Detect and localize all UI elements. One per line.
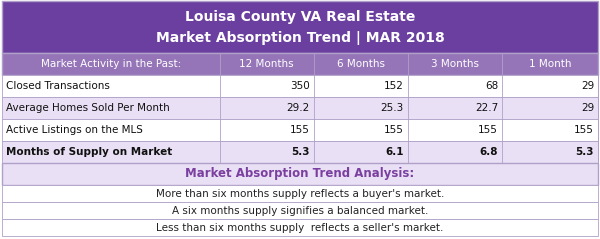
Text: 3 Months: 3 Months	[431, 59, 479, 69]
Text: 155: 155	[478, 125, 498, 135]
Text: 6 Months: 6 Months	[337, 59, 385, 69]
Text: 155: 155	[574, 125, 594, 135]
Bar	[2, 141, 598, 163]
Bar	[2, 185, 598, 202]
Bar	[2, 219, 598, 236]
Text: Less than six months supply  reflects a seller's market.: Less than six months supply reflects a s…	[157, 223, 443, 233]
Text: 155: 155	[290, 125, 310, 135]
Text: Louisa County VA Real Estate: Louisa County VA Real Estate	[185, 10, 415, 24]
Text: 29: 29	[581, 103, 594, 113]
Text: 350: 350	[290, 81, 310, 91]
Text: 29.2: 29.2	[286, 103, 310, 113]
Text: 1 Month: 1 Month	[529, 59, 571, 69]
Text: 12 Months: 12 Months	[239, 59, 294, 69]
Text: 68: 68	[485, 81, 498, 91]
Text: 155: 155	[384, 125, 404, 135]
Text: Months of Supply on Market: Months of Supply on Market	[6, 147, 172, 157]
Text: Market Absorption Trend | MAR 2018: Market Absorption Trend | MAR 2018	[155, 32, 445, 45]
Text: A six months supply signifies a balanced market.: A six months supply signifies a balanced…	[172, 206, 428, 216]
Text: More than six months supply reflects a buyer's market.: More than six months supply reflects a b…	[156, 189, 444, 199]
Text: 6.8: 6.8	[479, 147, 498, 157]
Text: Market Activity in the Past:: Market Activity in the Past:	[41, 59, 181, 69]
Text: Average Homes Sold Per Month: Average Homes Sold Per Month	[6, 103, 170, 113]
Text: 29: 29	[581, 81, 594, 91]
Text: 25.3: 25.3	[380, 103, 404, 113]
Bar	[2, 97, 598, 119]
Text: 5.3: 5.3	[291, 147, 310, 157]
Text: 22.7: 22.7	[475, 103, 498, 113]
Bar	[2, 75, 598, 97]
Bar	[2, 53, 598, 75]
Bar	[2, 1, 598, 53]
Text: 6.1: 6.1	[385, 147, 404, 157]
Bar	[2, 163, 598, 185]
Text: Active Listings on the MLS: Active Listings on the MLS	[6, 125, 143, 135]
Text: 152: 152	[384, 81, 404, 91]
Bar	[2, 202, 598, 219]
Text: Closed Transactions: Closed Transactions	[6, 81, 110, 91]
Bar	[2, 119, 598, 141]
Text: Market Absorption Trend Analysis:: Market Absorption Trend Analysis:	[185, 168, 415, 180]
Text: 5.3: 5.3	[575, 147, 594, 157]
